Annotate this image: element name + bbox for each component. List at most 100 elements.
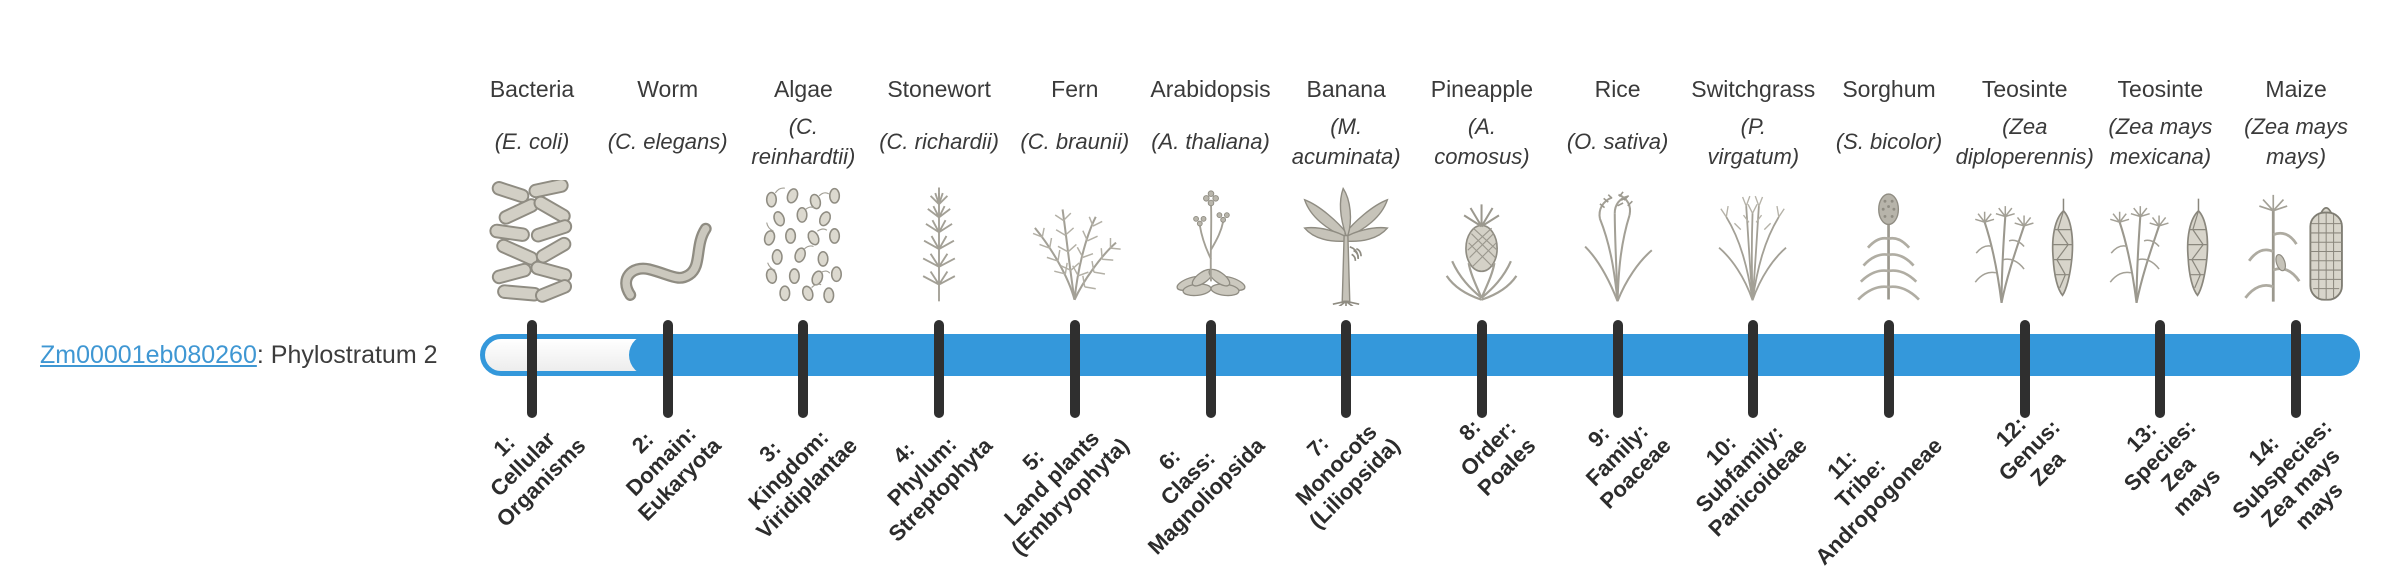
- scientific-name-line: mays): [2266, 144, 2327, 169]
- arabidopsis-art: [1169, 178, 1253, 306]
- organism-column: Switchgrass (P. virgatum): [1684, 76, 1822, 306]
- fern-art: [1022, 178, 1128, 306]
- organism-common-name: Maize: [2265, 76, 2327, 102]
- gene-label: Zm00001eb080260: Phylostratum 2: [40, 334, 438, 376]
- stratum-label: 7: Monocots (Liliopsida): [1267, 396, 1405, 534]
- organism-column: Pineapple (A. comosus): [1413, 76, 1551, 306]
- stratum-tick: [1341, 320, 1352, 418]
- sorghum-art: [1851, 178, 1927, 306]
- organism-common-name: Rice: [1594, 76, 1641, 102]
- maize-illustration: [2244, 194, 2343, 302]
- organism-column: Algae (C. reinhardtii): [734, 76, 872, 306]
- scientific-name-line: (C. braunii): [1020, 129, 1130, 155]
- scientific-name-line: diploperennis): [1955, 144, 2094, 169]
- organism-column: Stonewort (C. richardii): [870, 76, 1008, 306]
- organism-common-name: Pineapple: [1430, 76, 1534, 102]
- bacteria-illustration: [489, 180, 573, 303]
- scientific-name-line: (O. sativa): [1566, 129, 1669, 155]
- stratum-tick: [1612, 320, 1623, 418]
- scientific-name-line: (P.: [1740, 114, 1766, 140]
- stratum-tick: [1748, 320, 1759, 418]
- stratum-label: 8: Order: Poales: [1436, 396, 1541, 501]
- organism-scientific-name: (C. braunii): [1020, 106, 1129, 178]
- scientific-name-line: (S. bicolor): [1835, 129, 1943, 155]
- organism-column: Banana (M. acuminata): [1277, 76, 1415, 306]
- organism-common-name: Bacteria: [489, 76, 575, 102]
- switchgrass-illustration: [1718, 195, 1787, 301]
- stratum-tick: [2291, 320, 2302, 418]
- stratum-label: 3: Kingdom: Viridiplantae: [714, 396, 862, 544]
- stratum-tick: [798, 320, 809, 418]
- stratum-label: 2: Domain: Eukaryota: [596, 396, 726, 526]
- stratum-label: 1: Cellular Organisms: [455, 396, 591, 532]
- organism-scientific-name: (A. comosus): [1434, 106, 1529, 178]
- scientific-name-line: (C. elegans): [607, 129, 728, 155]
- scientific-name-line: virgatum): [1707, 144, 1800, 169]
- scientific-name-line: (C.: [788, 114, 819, 140]
- algae-art: [760, 178, 846, 306]
- gene-id-link[interactable]: Zm00001eb080260: [40, 341, 257, 369]
- organism-column: Teosinte (Zea diploperennis): [1956, 76, 2094, 306]
- teosinte-pair-art: [1964, 178, 2086, 306]
- stratum-tick: [1205, 320, 1216, 418]
- organism-scientific-name: (C. elegans): [608, 106, 728, 178]
- scientific-name-line: (A.: [1467, 114, 1496, 140]
- pineapple-illustration: [1445, 204, 1518, 301]
- stratum-tick: [1476, 320, 1487, 418]
- stratum-tick: [1884, 320, 1894, 418]
- scientific-name-line: mexicana): [2109, 144, 2212, 169]
- scientific-name-line: reinhardtii): [751, 144, 856, 169]
- scientific-name-line: comosus): [1434, 144, 1530, 169]
- switchgrass-art: [1710, 178, 1796, 306]
- pineapple-art: [1443, 178, 1521, 306]
- stratum-label: 13: Species: Zea mays: [2100, 396, 2237, 533]
- organism-scientific-name: (Zea mays mexicana): [2108, 106, 2212, 178]
- phylostratum-bar-fill: [629, 334, 2360, 376]
- stratum-label: 4: Phylum: Streptophyta: [847, 396, 998, 547]
- scientific-name-line: (C. richardii): [879, 129, 999, 155]
- stratum-tick: [2155, 320, 2166, 418]
- teosinte-pair-art: [2099, 178, 2221, 306]
- organism-common-name: Fern: [1051, 76, 1099, 102]
- stratum-tick: [662, 320, 673, 418]
- organism-column: Teosinte (Zea mays mexicana): [2091, 76, 2229, 306]
- stonewort-art: [906, 178, 972, 306]
- organism-column: Fern (C. braunii): [1006, 76, 1144, 306]
- rice-art: [1574, 178, 1662, 306]
- organism-scientific-name: (O. sativa): [1567, 106, 1668, 178]
- organism-column: Worm (C. elegans): [599, 76, 737, 306]
- stratum-label: 6: Class: Magnoliopsida: [1106, 396, 1270, 560]
- stratum-tick: [934, 320, 945, 418]
- fern-illustration: [1032, 209, 1121, 301]
- organism-column: Arabidopsis (A. thaliana): [1142, 76, 1280, 306]
- scientific-name-line: (E. coli): [494, 129, 570, 155]
- organism-column: Rice (O. sativa): [1549, 76, 1687, 306]
- scientific-name-line: (Zea: [2002, 114, 2048, 140]
- organism-common-name: Algae: [773, 76, 833, 102]
- rice-illustration: [1583, 191, 1653, 302]
- gene-separator: :: [256, 341, 271, 369]
- scientific-name-line: (A. thaliana): [1151, 129, 1270, 155]
- gene-phylostratum-text: Phylostratum 2: [270, 341, 438, 369]
- organism-scientific-name: (P. virgatum): [1707, 106, 1799, 178]
- organism-scientific-name: (Zea mays mays): [2244, 106, 2348, 178]
- organism-scientific-name: (Zea diploperennis): [1956, 106, 2094, 178]
- organism-common-name: Stonewort: [887, 76, 991, 102]
- teosinte-illustration: [1974, 198, 2073, 304]
- arabidopsis-illustration: [1175, 190, 1246, 297]
- organism-scientific-name: (C. reinhardtii): [751, 106, 855, 178]
- bacteria-art: [488, 178, 576, 306]
- algae-illustration: [764, 187, 843, 304]
- worm-art: [617, 178, 719, 306]
- worm-illustration: [619, 222, 712, 301]
- organism-common-name: Worm: [637, 76, 699, 102]
- organism-column: Sorghum (S. bicolor): [1820, 76, 1958, 306]
- organism-common-name: Arabidopsis: [1150, 76, 1271, 102]
- organism-scientific-name: (A. thaliana): [1151, 106, 1270, 178]
- organism-scientific-name: (E. coli): [495, 106, 570, 178]
- scientific-name-line: (Zea mays: [2244, 114, 2349, 140]
- scientific-name-line: (Zea mays: [2108, 114, 2213, 140]
- organism-scientific-name: (M. acuminata): [1292, 106, 1401, 178]
- stratum-tick: [1069, 320, 1080, 418]
